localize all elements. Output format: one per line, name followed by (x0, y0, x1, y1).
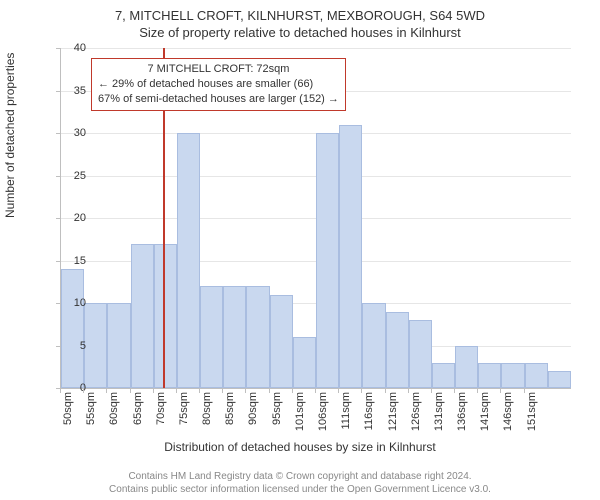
x-tick-label: 65sqm (132, 392, 144, 436)
x-tick-label: 151sqm (526, 392, 538, 436)
histogram-bar (223, 286, 246, 388)
y-tick-label: 30 (58, 127, 86, 139)
x-tick-label: 116sqm (363, 392, 375, 436)
y-tick-label: 5 (58, 340, 86, 352)
x-tick-mark (385, 388, 386, 393)
y-tick-label: 25 (58, 170, 86, 182)
histogram-bar (362, 303, 385, 388)
x-tick-label: 101sqm (294, 392, 306, 436)
x-tick-mark (315, 388, 316, 393)
x-tick-mark (524, 388, 525, 393)
x-tick-mark (292, 388, 293, 393)
y-tick-label: 20 (58, 212, 86, 224)
chart-title: 7, MITCHELL CROFT, KILNHURST, MEXBOROUGH… (0, 0, 600, 23)
x-tick-label: 121sqm (387, 392, 399, 436)
x-tick-mark (269, 388, 270, 393)
histogram-bar (432, 363, 455, 389)
histogram-bar (246, 286, 269, 388)
histogram-bar (200, 286, 223, 388)
x-tick-label: 50sqm (62, 392, 74, 436)
x-tick-label: 106sqm (317, 392, 329, 436)
x-tick-label: 90sqm (247, 392, 259, 436)
histogram-bar (409, 320, 432, 388)
x-tick-mark (199, 388, 200, 393)
x-tick-mark (454, 388, 455, 393)
x-tick-mark (431, 388, 432, 393)
histogram-bar (84, 303, 107, 388)
plot-area: 7 MITCHELL CROFT: 72sqm← 29% of detached… (60, 48, 571, 389)
histogram-bar (177, 133, 200, 388)
y-tick-label: 35 (58, 85, 86, 97)
histogram-bar (131, 244, 154, 389)
x-tick-label: 70sqm (155, 392, 167, 436)
x-tick-label: 111sqm (340, 392, 352, 436)
x-tick-mark (408, 388, 409, 393)
histogram-bar (293, 337, 316, 388)
x-tick-label: 141sqm (479, 392, 491, 436)
x-tick-label: 131sqm (433, 392, 445, 436)
y-tick-label: 10 (58, 297, 86, 309)
x-tick-label: 55sqm (85, 392, 97, 436)
x-tick-label: 85sqm (224, 392, 236, 436)
histogram-bar (386, 312, 409, 389)
x-tick-label: 146sqm (502, 392, 514, 436)
x-tick-label: 75sqm (178, 392, 190, 436)
histogram-bar (548, 371, 571, 388)
histogram-bar (154, 244, 177, 389)
histogram-bar (270, 295, 293, 389)
histogram-bar (339, 125, 362, 389)
x-tick-label: 80sqm (201, 392, 213, 436)
x-tick-mark (153, 388, 154, 393)
x-tick-mark (130, 388, 131, 393)
chart-container: 7, MITCHELL CROFT, KILNHURST, MEXBOROUGH… (0, 0, 600, 500)
x-axis-label: Distribution of detached houses by size … (0, 440, 600, 454)
annotation-line: 7 MITCHELL CROFT: 72sqm (98, 62, 339, 77)
histogram-bar (455, 346, 478, 389)
histogram-bar (501, 363, 524, 389)
y-tick-label: 40 (58, 42, 86, 54)
histogram-bar (316, 133, 339, 388)
histogram-bar (61, 269, 84, 388)
x-tick-label: 60sqm (108, 392, 120, 436)
histogram-bar (478, 363, 501, 389)
y-axis-label: Number of detached properties (3, 53, 17, 218)
x-tick-mark (176, 388, 177, 393)
chart-footer: Contains HM Land Registry data © Crown c… (0, 470, 600, 496)
annotation-box: 7 MITCHELL CROFT: 72sqm← 29% of detached… (91, 58, 346, 111)
annotation-line: 67% of semi-detached houses are larger (… (98, 92, 339, 107)
histogram-bar (107, 303, 130, 388)
x-tick-label: 136sqm (456, 392, 468, 436)
y-tick-label: 15 (58, 255, 86, 267)
footer-line-1: Contains HM Land Registry data © Crown c… (0, 470, 600, 483)
x-tick-label: 95sqm (271, 392, 283, 436)
chart-subtitle: Size of property relative to detached ho… (0, 23, 600, 40)
grid-line (61, 48, 571, 49)
histogram-bar (525, 363, 548, 389)
footer-line-2: Contains public sector information licen… (0, 483, 600, 496)
x-tick-label: 126sqm (410, 392, 422, 436)
annotation-line: ← 29% of detached houses are smaller (66… (98, 77, 339, 92)
x-tick-mark (60, 388, 61, 393)
